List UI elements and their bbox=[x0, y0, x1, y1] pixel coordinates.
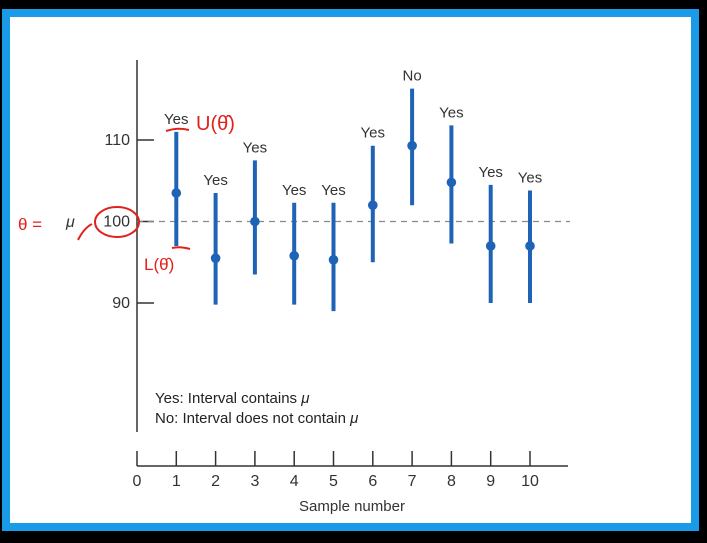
arrow-mark bbox=[77, 223, 93, 241]
handwritten-annotations: U(θ̂) L(θ̂) θ = bbox=[18, 113, 235, 274]
x-tick-label: 1 bbox=[172, 473, 181, 490]
x-tick-label: 5 bbox=[329, 473, 338, 490]
x-tick-label: 7 bbox=[408, 473, 417, 490]
interval-label: Yes bbox=[282, 182, 306, 199]
x-tick-label: 10 bbox=[521, 473, 539, 490]
upper-bound-annotation: U(θ̂) bbox=[196, 113, 235, 135]
interval-label: Yes bbox=[243, 139, 267, 156]
point-estimate bbox=[210, 253, 221, 263]
interval-label: Yes bbox=[203, 172, 227, 189]
lower-bound-mark bbox=[171, 246, 191, 250]
interval-label: Yes bbox=[164, 111, 188, 128]
interval-label: Yes bbox=[439, 104, 463, 121]
point-estimate bbox=[485, 241, 496, 251]
point-estimate bbox=[289, 250, 300, 261]
circle-mark bbox=[94, 206, 140, 238]
x-axis-label: Sample number bbox=[299, 498, 405, 515]
x-tick-label: 2 bbox=[211, 473, 220, 490]
point-estimate bbox=[368, 200, 378, 210]
point-estimate bbox=[446, 177, 457, 188]
interval-label: Yes bbox=[478, 164, 502, 181]
point-estimate bbox=[407, 140, 417, 151]
mu-label: μ bbox=[65, 214, 75, 231]
interval-label: Yes bbox=[361, 125, 385, 142]
axes: 90 100 110 μ 0 1 2 3 4 5 6 7 8 9 10 bbox=[65, 60, 570, 490]
y-tick-label: 110 bbox=[104, 132, 130, 149]
lower-bound-annotation: L(θ̂) bbox=[144, 255, 174, 274]
interval-marks: Yes Yes Yes Yes Yes Yes No Yes Yes Yes bbox=[164, 68, 542, 312]
legend: Yes: Interval contains μ No: Interval do… bbox=[155, 390, 358, 427]
x-tick-label: 3 bbox=[250, 473, 259, 490]
interval-label: Yes bbox=[518, 170, 542, 187]
x-tick-label: 0 bbox=[133, 473, 142, 490]
interval-label: Yes bbox=[321, 182, 345, 199]
x-tick-label: 4 bbox=[290, 473, 299, 490]
chart-canvas: 90 100 110 μ 0 1 2 3 4 5 6 7 8 9 10 Yes Yes Yes Yes Yes Yes… bbox=[10, 17, 691, 523]
point-estimate bbox=[525, 241, 535, 251]
y-tick-label: 90 bbox=[112, 295, 130, 312]
x-tick-label: 8 bbox=[447, 473, 456, 490]
x-tick-label: 9 bbox=[486, 473, 495, 490]
y-tick-label: 100 bbox=[103, 214, 130, 231]
theta-annotation: θ = bbox=[18, 215, 42, 234]
interval-label: No bbox=[403, 68, 422, 85]
legend-yes: Yes: Interval contains μ bbox=[155, 390, 309, 407]
legend-no: No: Interval does not contain μ bbox=[155, 410, 358, 427]
point-estimate bbox=[328, 255, 339, 265]
point-estimate bbox=[250, 216, 260, 227]
point-estimate bbox=[171, 188, 182, 198]
x-tick-label: 6 bbox=[368, 473, 377, 490]
screen-frame: 90 100 110 μ 0 1 2 3 4 5 6 7 8 9 10 Yes Yes Yes Yes Yes Yes… bbox=[2, 9, 699, 531]
upper-bound-mark bbox=[165, 127, 190, 132]
